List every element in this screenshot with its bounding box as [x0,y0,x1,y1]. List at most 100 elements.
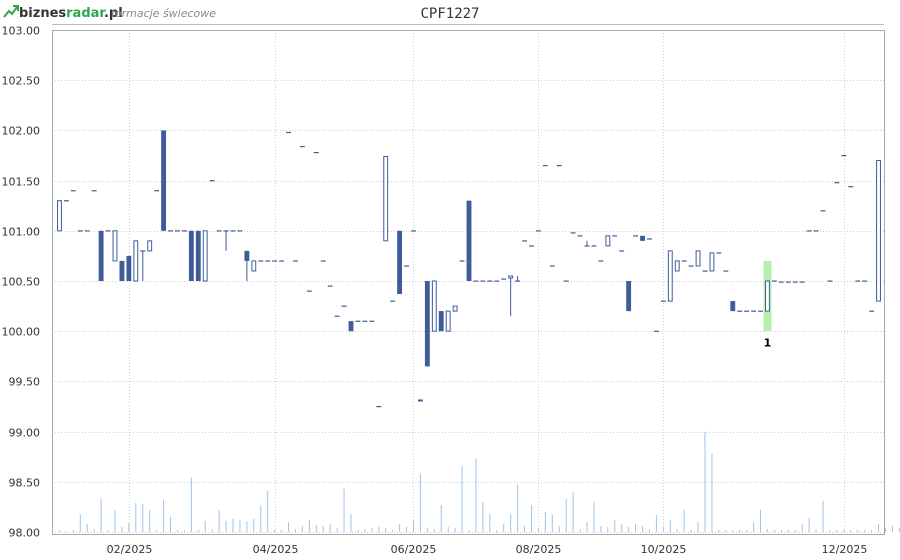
candle [244,250,250,281]
candle [327,285,333,287]
volume-bar [808,517,810,532]
candle-doji [598,260,604,262]
volume-bar [898,527,900,532]
volume-bar [239,519,241,532]
candle-doji [556,165,562,167]
candle [806,230,812,232]
candle-doji [841,155,847,157]
plot-border [52,30,885,535]
candle-body-bear [188,230,194,281]
candle-doji [105,230,111,232]
volume-bar [697,521,699,532]
volume-bar [871,529,873,532]
candle-doji [653,330,659,332]
volume-bar [308,519,310,532]
annotation-label: 1 [764,336,772,349]
candle-doji [869,310,875,312]
candle [63,200,69,202]
volume-bar [322,525,324,532]
candle-doji [716,252,722,254]
candle-doji [411,230,416,232]
candle-doji [522,240,527,242]
x-tick-label: 04/2025 [253,543,299,556]
candle [487,280,493,282]
y-tick-label: 100.50 [2,276,41,289]
candle-doji [390,300,396,302]
volume-bar [399,523,401,532]
volume-bar [801,523,803,532]
candle-doji [570,232,576,234]
candle-doji [216,230,222,232]
volume-bar [794,529,796,532]
volume-bar [517,484,519,532]
candle [501,278,507,280]
volume-bar [114,509,116,532]
candle [730,301,736,312]
volume-bar [850,529,852,532]
candle-body-bear [161,130,167,231]
candle [404,265,409,267]
volume-bar [426,527,428,532]
candle [306,290,312,292]
volume-bar [593,501,595,532]
candle [279,260,285,262]
candle-body-bull [383,156,389,242]
volume-bar [93,528,95,532]
candle [778,281,784,283]
candle-doji [230,230,236,232]
candle-doji [542,165,548,167]
candle [508,275,514,317]
volume-bar [648,528,650,532]
candle-body-bull [876,160,881,302]
candle-doji [702,270,708,272]
volume-bar [385,527,387,532]
candle [695,250,701,267]
candle-body-bull [508,275,514,279]
volume-bar [524,525,526,532]
candle-doji [334,315,340,317]
candle [869,310,875,312]
candle-doji [751,310,757,312]
volume-bar [65,530,67,532]
candles [57,130,881,408]
candle-body-bull [251,260,257,272]
volume-bar [433,528,435,532]
candle [341,305,347,307]
candle-body-bull [133,240,139,282]
candle [848,186,854,188]
volume-bar [183,529,185,532]
candle-doji [362,320,368,322]
volume-bar [496,529,498,532]
candle-doji [286,131,291,134]
candle-doji [140,250,146,252]
chart-title: CPF1227 [420,6,479,22]
candle [77,230,83,232]
candle [299,145,305,148]
brand-logo[interactable]: biznesradar.pl [3,5,123,21]
candle-doji [487,280,493,282]
candle-doji [785,281,791,283]
candle-doji [494,280,500,282]
candle [841,155,847,157]
candle-doji [758,310,763,312]
volume-bar [558,525,560,532]
candle-doji [827,280,833,282]
candle [57,200,62,232]
volume-bar [350,513,352,532]
candle [716,252,722,254]
candle [383,156,389,242]
candle [168,230,173,232]
candle-doji [480,280,486,282]
volume-bar [878,523,880,532]
candle [313,151,319,154]
candle [598,260,604,262]
candle [688,265,694,267]
candle-body-bear [98,230,104,281]
candle [98,230,104,281]
candle [397,230,403,295]
candle-body-bear [424,281,430,367]
candle [438,311,444,332]
candle [876,160,881,302]
volume-bar [551,514,553,532]
